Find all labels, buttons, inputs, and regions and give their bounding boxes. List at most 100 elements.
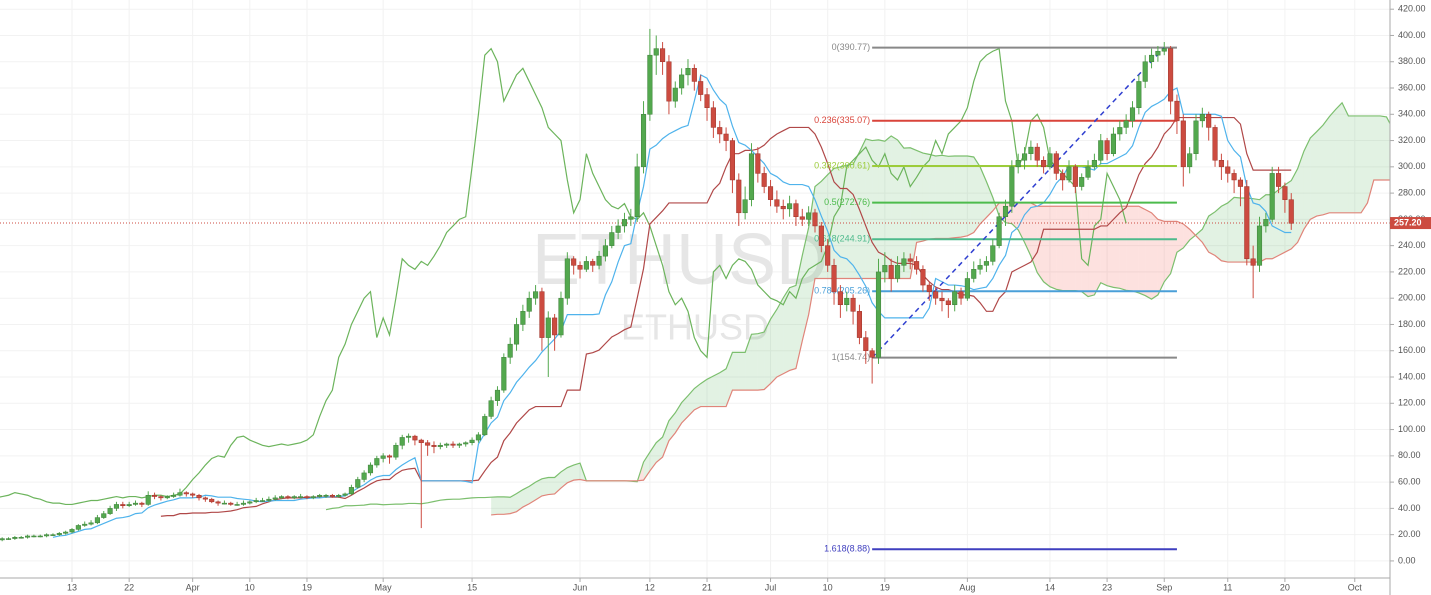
candle-body: [850, 297, 856, 312]
y-tick-label: 240.00: [1398, 240, 1426, 250]
candle-body: [1117, 127, 1123, 135]
candle-body: [56, 533, 62, 535]
kumo-cloud: [1215, 206, 1222, 261]
kumo-cloud: [865, 138, 873, 279]
candle-body: [342, 493, 348, 496]
y-tick-label: 360.00: [1398, 82, 1426, 92]
kumo-cloud: [1329, 109, 1336, 213]
candle-body: [101, 513, 107, 518]
candle-body: [710, 107, 716, 128]
candle-body: [755, 153, 761, 174]
candle-body: [812, 212, 818, 227]
candle-body: [1047, 153, 1053, 168]
kumo-cloud: [1062, 206, 1069, 291]
x-tick-label: 14: [1045, 582, 1055, 592]
candle-body: [1066, 166, 1072, 181]
x-tick-label: Apr: [186, 582, 200, 592]
kumo-cloud: [922, 153, 930, 242]
candle-body: [329, 494, 335, 497]
candle-body: [863, 337, 869, 351]
candle-body: [1028, 146, 1034, 154]
last-price-label: 257.20: [1394, 217, 1422, 227]
kumo-cloud: [776, 297, 784, 378]
candle-body: [1180, 120, 1186, 168]
candle-body: [825, 245, 831, 266]
candle-body: [545, 317, 551, 338]
candle-body: [450, 443, 456, 446]
senkou-span-b: [491, 179, 1390, 516]
y-tick-label: 380.00: [1398, 56, 1426, 66]
candle-body: [640, 114, 647, 168]
candle-body: [469, 439, 475, 443]
candle-body: [1060, 173, 1066, 181]
kumo-cloud: [1075, 206, 1082, 292]
x-tick-label: Sep: [1156, 582, 1172, 592]
candle-body: [856, 311, 862, 338]
candle-body: [914, 261, 920, 270]
kumo-cloud: [1342, 102, 1349, 213]
candle-body: [107, 508, 113, 514]
kumo-cloud: [1081, 206, 1089, 297]
y-tick-label: 280.00: [1398, 187, 1426, 197]
x-tick-label: Jul: [765, 582, 777, 592]
kumo-cloud: [840, 165, 847, 279]
candle-body: [1085, 166, 1091, 178]
kumo-cloud: [1316, 125, 1324, 217]
fib-trend-line: [871, 47, 1165, 359]
kumo-cloud: [1354, 115, 1362, 213]
candle-body: [126, 504, 132, 507]
candle-body: [132, 502, 139, 505]
kumo-cloud: [1202, 216, 1209, 253]
candle-body: [990, 245, 996, 262]
indicators: [0, 47, 1390, 538]
candle-body: [736, 179, 742, 214]
candle-body: [355, 479, 361, 488]
kumo-cloud: [738, 352, 746, 391]
x-tick-label: 19: [302, 582, 312, 592]
x-tick-label: May: [375, 582, 393, 592]
kumo-cloud: [961, 155, 968, 238]
candle-body: [806, 212, 812, 220]
kumo-cloud: [948, 155, 955, 239]
candle-body: [1282, 186, 1288, 200]
kumo-cloud: [1100, 206, 1108, 286]
candle-body: [310, 496, 316, 499]
kumo-cloud: [503, 496, 511, 515]
candle-body: [1079, 177, 1085, 187]
candle-body: [63, 531, 69, 534]
candle-body: [1129, 107, 1136, 122]
candle-body: [698, 81, 704, 95]
candle-body: [228, 502, 234, 505]
x-tick-label: 11: [1223, 582, 1232, 592]
kumo-cloud: [814, 181, 822, 279]
kumo-cloud: [853, 152, 860, 279]
candle-body: [596, 255, 602, 266]
candle-body: [1244, 186, 1250, 260]
candle-body: [1034, 146, 1040, 161]
fib-label: 0.236(335.07): [814, 115, 870, 125]
candle-body: [533, 291, 539, 299]
candle-body: [1091, 160, 1097, 168]
x-tick-label: 15: [467, 582, 477, 592]
kumo-cloud: [719, 368, 727, 407]
candle-body: [31, 535, 37, 538]
candle-body: [628, 216, 634, 220]
candle-body: [266, 498, 272, 501]
kumo-cloud: [751, 333, 758, 391]
candle-body: [336, 494, 342, 497]
candle-body: [1148, 54, 1155, 62]
candle-body: [240, 502, 247, 505]
kumo-cloud: [732, 352, 739, 391]
candle-body: [12, 537, 18, 539]
kumo-cloud: [941, 155, 949, 239]
kumo-cloud: [713, 372, 720, 407]
candle-body: [583, 261, 589, 270]
candle-body: [774, 199, 780, 207]
candle-body: [323, 494, 329, 497]
kumo-cloud: [1208, 211, 1216, 256]
kijun-sen: [160, 116, 1292, 517]
kumo-cloud: [1227, 197, 1235, 263]
candle-body: [1288, 199, 1294, 224]
kumo-cloud: [1119, 206, 1127, 291]
candle-body: [539, 291, 545, 338]
